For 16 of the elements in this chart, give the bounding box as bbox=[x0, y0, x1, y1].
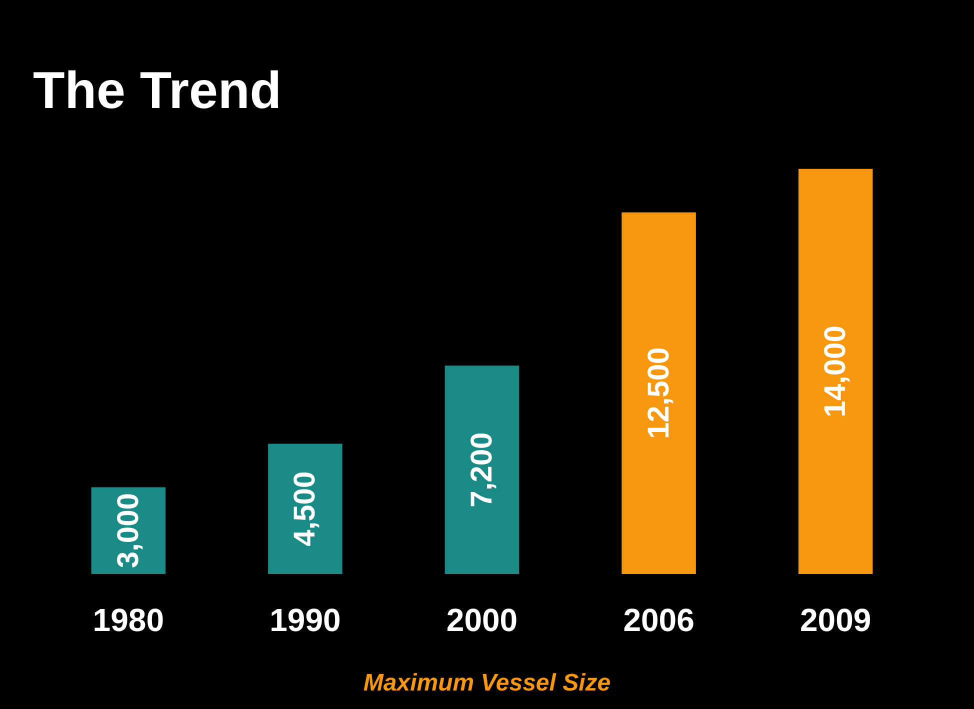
data-label: 4,500 bbox=[288, 471, 322, 546]
bar bbox=[444, 366, 520, 574]
x-tick-label: 2009 bbox=[800, 602, 872, 638]
data-label: 3,000 bbox=[112, 493, 145, 568]
bar bbox=[622, 212, 696, 574]
data-label: 14,000 bbox=[819, 326, 852, 418]
x-tick-label: 1990 bbox=[270, 602, 341, 638]
bar bbox=[798, 168, 873, 574]
x-tick-label: 1980 bbox=[92, 602, 164, 638]
chart-title: The Trend bbox=[33, 62, 282, 120]
bar bbox=[268, 444, 342, 574]
x-tick-label: 2006 bbox=[623, 602, 694, 638]
data-label: 12,500 bbox=[642, 347, 676, 440]
x-axis-title: Maximum Vessel Size bbox=[363, 670, 611, 696]
x-tick-label: 2000 bbox=[446, 602, 518, 638]
data-label: 7,200 bbox=[466, 432, 498, 508]
